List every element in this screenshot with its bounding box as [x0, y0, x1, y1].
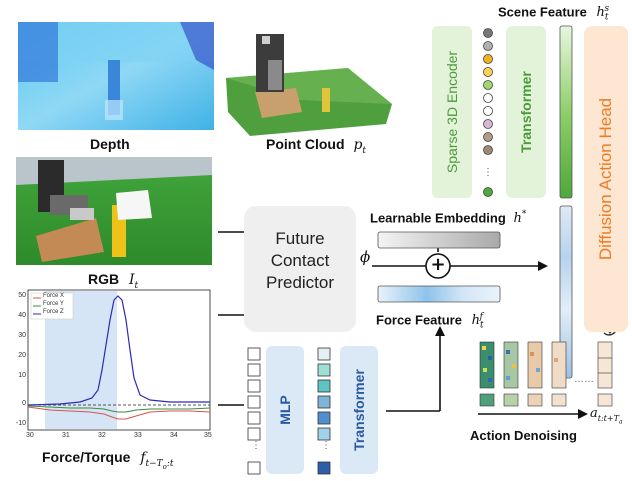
point-cloud-text: Point Cloud: [266, 136, 345, 152]
force-y-series: [27, 405, 211, 413]
x-tick: 31: [62, 432, 70, 439]
point-cloud-image: [226, 34, 392, 136]
learnable-embedding-caption: Learnable Embedding h*: [370, 210, 526, 226]
rgb-image: [16, 157, 212, 265]
mlp-box: [266, 346, 304, 474]
force-input-tokens: [247, 347, 261, 475]
scene-feature-text: Scene Feature: [498, 4, 587, 20]
force-text: Force/Torque: [42, 449, 131, 465]
diffusion-head-box: [584, 26, 628, 332]
x-tick: 33: [134, 432, 142, 439]
mlp-label: MLP: [277, 395, 293, 425]
token-ellipsis-input: ⋮: [251, 440, 261, 451]
y-tick: 40: [18, 312, 26, 319]
learnable-embedding-bar: [377, 231, 501, 249]
point-cloud-symbol: pt: [353, 137, 367, 156]
plot-legend-labels: Force X Force Y Force Z: [43, 292, 64, 316]
y-tick: 50: [18, 292, 26, 299]
sparse-encoder-box: [432, 26, 472, 198]
force-feature-caption: Force Feature htf: [376, 312, 484, 331]
learnable-embedding-text: Learnable Embedding: [370, 210, 506, 226]
token-ellipsis: ⋮: [483, 167, 493, 178]
depth-caption: Depth: [90, 136, 130, 152]
force-torque-plot: [27, 289, 211, 431]
force-z-series: [27, 295, 210, 406]
transformer-scene-label: Transformer: [518, 71, 534, 153]
legend-force-y: Force Y: [43, 301, 64, 307]
token-ellipsis-embed: ⋮: [321, 440, 331, 451]
rgb-symbol: It: [129, 272, 139, 291]
depth-image: [18, 22, 214, 130]
y-tick: 10: [18, 372, 26, 379]
scene-feature-caption: Scene Feature hts: [498, 4, 609, 23]
force-embedding-tokens: [317, 347, 331, 475]
phi-symbol: ϕ: [360, 248, 371, 266]
y-tick: 0: [22, 400, 26, 407]
force-feature-bar: [377, 285, 501, 303]
force-caption: Force/Torque ft−To:t: [42, 449, 174, 471]
rgb-text: RGB: [88, 271, 120, 287]
force-feature-symbol: htf: [471, 312, 484, 331]
plus-symbol: +: [430, 254, 446, 275]
force-symbol: ft−To:t: [140, 450, 174, 471]
action-noise-grids: [479, 341, 613, 407]
connectors: [218, 231, 578, 415]
y-tick: 30: [18, 332, 26, 339]
fcp-line-2: Contact: [270, 251, 330, 270]
x-tick: 34: [170, 432, 178, 439]
scene-tokens: [483, 28, 493, 197]
force-feature-text: Force Feature: [376, 312, 462, 328]
fcp-line-3: Predictor: [265, 273, 335, 292]
future-contact-predictor-label: Future Contact Predictor: [244, 228, 356, 294]
future-contact-predictor-box: [244, 206, 356, 332]
x-tick: 30: [26, 432, 34, 439]
point-cloud-caption: Point Cloud pt: [266, 136, 366, 156]
y-tick: 20: [18, 352, 26, 359]
plus-operator: [425, 253, 451, 279]
arrow-action-denoising: [578, 409, 588, 419]
transformer-force-box: [340, 346, 378, 474]
transformer-scene-box: [506, 26, 546, 198]
legend-force-x: Force X: [43, 293, 65, 299]
scene-feature-symbol: hts: [596, 4, 610, 23]
y-tick: -10: [15, 420, 26, 427]
arrow-to-force-feature: [435, 326, 445, 336]
x-tick: 32: [98, 432, 106, 439]
sparse-encoder-label: Sparse 3D Encoder: [444, 50, 460, 174]
grid-ellipsis: ……: [574, 374, 594, 385]
plot-legend: [30, 292, 74, 320]
legend-force-z: Force Z: [43, 309, 64, 315]
action-denoising-caption: Action Denoising: [470, 428, 577, 443]
action-output-symbol: at:t+Ta: [590, 406, 623, 426]
fcp-line-1: Future: [275, 229, 325, 248]
diffusion-head-label: Diffusion Action Head: [596, 97, 615, 261]
force-x-series: [27, 406, 211, 420]
rgb-caption: RGB It: [88, 271, 138, 291]
learnable-embedding-symbol: h*: [513, 210, 527, 227]
scene-feature-bar: [559, 25, 573, 199]
arrow-to-diffusion: [538, 261, 548, 271]
x-tick: 35: [204, 432, 212, 439]
transformer-force-label: Transformer: [351, 369, 367, 451]
